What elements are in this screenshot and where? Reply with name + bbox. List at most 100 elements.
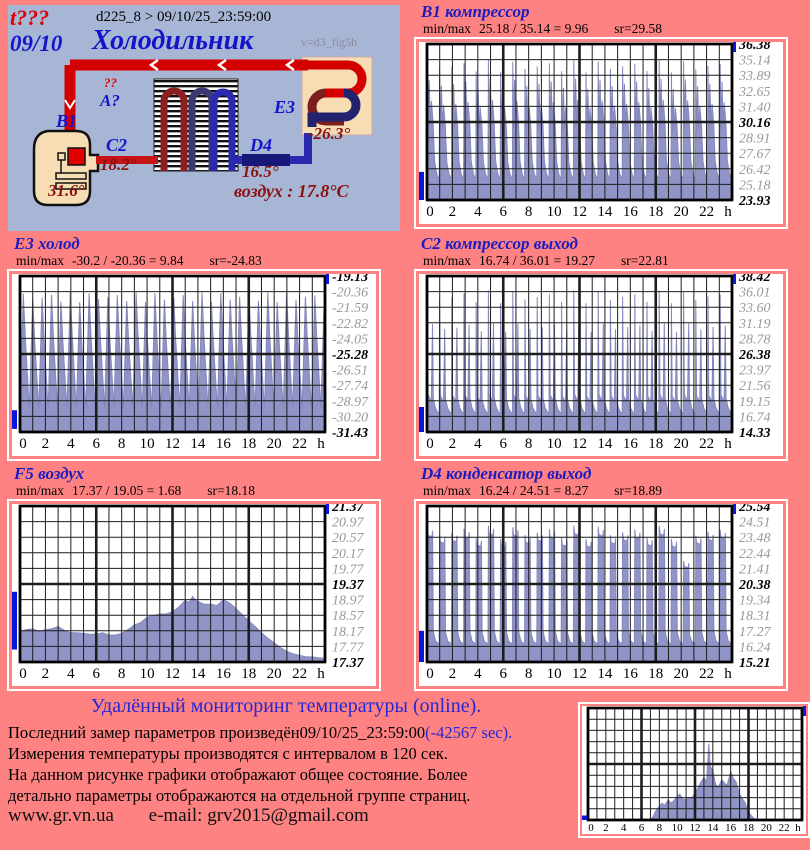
svg-text:4: 4 — [474, 204, 482, 220]
svg-text:22: 22 — [292, 666, 307, 682]
svg-text:10: 10 — [140, 666, 155, 682]
svg-text:21.37: 21.37 — [331, 504, 365, 515]
chart-stats: min/max 17.37 / 19.05 = 1.68 sr=18.18 — [16, 483, 255, 498]
svg-text:14: 14 — [190, 666, 206, 682]
svg-text:4: 4 — [474, 436, 482, 452]
svg-text:4: 4 — [67, 666, 75, 682]
chart-title: C2 компрессор выход — [421, 234, 578, 253]
svg-text:12: 12 — [572, 666, 587, 682]
svg-text:16.24: 16.24 — [739, 640, 771, 655]
svg-text:21.41: 21.41 — [739, 562, 771, 577]
chart-plot: -19.13 -20.36 -21.59 -22.82 -24.05 -25.28 -26.… — [7, 269, 381, 461]
description-line-1: На данном рисунке графики отображают общ… — [8, 765, 468, 784]
last-measurement-line: Последний замер параметров произведён09/… — [8, 723, 513, 742]
svg-text:16: 16 — [216, 666, 232, 682]
svg-text:16.74: 16.74 — [739, 410, 771, 425]
svg-text:14: 14 — [190, 436, 206, 452]
svg-text:2: 2 — [449, 204, 457, 220]
svg-text:27.67: 27.67 — [739, 147, 772, 162]
svg-text:6: 6 — [93, 436, 101, 452]
svg-text:20: 20 — [267, 666, 282, 682]
svg-text:31.40: 31.40 — [738, 100, 771, 115]
svg-text:12: 12 — [165, 666, 180, 682]
svg-text:2: 2 — [42, 436, 50, 452]
chart-plot: 25.54 24.51 23.48 22.44 21.41 20.38 19.34 18.31… — [414, 499, 788, 691]
svg-text:30.16: 30.16 — [738, 116, 771, 131]
svg-text:20.57: 20.57 — [332, 531, 365, 546]
svg-text:20: 20 — [674, 204, 689, 220]
svg-text:h: h — [795, 822, 801, 834]
svg-text:33.89: 33.89 — [738, 69, 771, 84]
svg-text:0: 0 — [19, 666, 27, 682]
svg-text:-22.82: -22.82 — [332, 317, 368, 332]
svg-text:17.27: 17.27 — [739, 625, 772, 640]
chart-b1-compressor: B1 компрессор min/max 25.18 / 35.14 = 9.9… — [413, 2, 805, 229]
chart-d4-condenser-out: D4 конденсатор выход min/max 16.24 / 24.5… — [413, 464, 805, 691]
svg-text:-27.74: -27.74 — [332, 379, 368, 394]
svg-text:23.97: 23.97 — [739, 364, 772, 379]
svg-text:16: 16 — [216, 436, 232, 452]
svg-text:18.57: 18.57 — [332, 609, 365, 624]
svg-text:h: h — [724, 666, 732, 682]
svg-text:22: 22 — [699, 666, 714, 682]
chart-title: D4 конденсатор выход — [421, 464, 592, 483]
svg-text:25.54: 25.54 — [738, 504, 771, 515]
svg-text:32.65: 32.65 — [738, 85, 771, 100]
svg-text:15.21: 15.21 — [739, 656, 771, 671]
svg-text:14: 14 — [597, 666, 613, 682]
svg-text:10: 10 — [547, 436, 562, 452]
svg-text:6: 6 — [639, 822, 645, 834]
svg-text:6: 6 — [500, 436, 508, 452]
svg-text:25.18: 25.18 — [739, 178, 771, 193]
svg-text:22: 22 — [699, 436, 714, 452]
svg-text:20: 20 — [674, 666, 689, 682]
refrigerator-diagram: t??? 09/10 d225_8 > 09/10/25_23:59:00 Хо… — [8, 5, 400, 231]
overview-histogram: 0 2 4 6 8 10 12 14 16 18 20 22 h — [578, 702, 810, 838]
svg-text:19.34: 19.34 — [739, 594, 771, 609]
svg-text:26.38: 26.38 — [738, 348, 771, 363]
email-address: e-mail: grv2015@gmail.com — [148, 805, 369, 826]
svg-text:20: 20 — [761, 822, 773, 834]
chart-title: F5 воздух — [14, 464, 85, 483]
svg-text:10: 10 — [140, 436, 155, 452]
interval-line: Измерения температуры производятся с инт… — [8, 744, 448, 763]
chart-f5-air: F5 воздух min/max 17.37 / 19.05 = 1.68 sr=… — [6, 464, 398, 691]
svg-text:12: 12 — [165, 436, 180, 452]
svg-text:4: 4 — [474, 666, 482, 682]
point-c2-label: C2 — [106, 135, 128, 155]
svg-text:2: 2 — [449, 666, 457, 682]
svg-text:4: 4 — [67, 436, 75, 452]
svg-text:-31.43: -31.43 — [332, 426, 368, 441]
chart-stats: min/max -30.2 / -20.36 = 9.84 sr=-24.83 — [16, 253, 262, 268]
svg-text:12: 12 — [572, 436, 587, 452]
svg-text:18.97: 18.97 — [332, 594, 365, 609]
flow-arrows — [64, 58, 295, 110]
svg-text:h: h — [724, 204, 732, 220]
svg-text:-21.59: -21.59 — [332, 301, 368, 316]
svg-text:2: 2 — [603, 822, 609, 834]
svg-text:0: 0 — [426, 436, 434, 452]
svg-text:-24.05: -24.05 — [332, 332, 368, 347]
svg-text:14: 14 — [707, 822, 719, 834]
diagram-title: Холодильник — [92, 25, 254, 56]
svg-text:0: 0 — [588, 822, 594, 834]
svg-text:19.37: 19.37 — [332, 578, 365, 593]
svg-text:h: h — [317, 436, 325, 452]
svg-text:22: 22 — [292, 436, 307, 452]
svg-text:6: 6 — [93, 666, 101, 682]
svg-text:2: 2 — [449, 436, 457, 452]
svg-text:-20.36: -20.36 — [332, 286, 368, 301]
svg-text:8: 8 — [525, 436, 533, 452]
svg-text:18: 18 — [648, 666, 663, 682]
svg-text:0: 0 — [426, 666, 434, 682]
svg-text:18: 18 — [241, 666, 256, 682]
svg-text:36.38: 36.38 — [738, 42, 771, 53]
svg-text:20: 20 — [267, 436, 282, 452]
chart-title: E3 холод — [14, 234, 80, 253]
unknown-sensor-2: A? — [100, 91, 120, 110]
svg-text:23.48: 23.48 — [739, 531, 771, 546]
svg-text:8: 8 — [525, 666, 533, 682]
description-line-2: детально параметры отображаются на отдел… — [8, 786, 471, 805]
temp-d4: 16.5° — [242, 162, 279, 181]
svg-text:12: 12 — [690, 822, 701, 834]
